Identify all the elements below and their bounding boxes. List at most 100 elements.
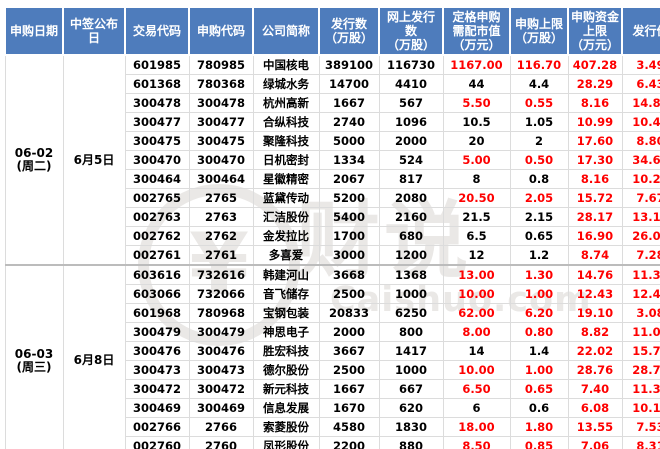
cell-subscribe-cap: 2.05 [509,188,569,208]
cell-fund-cap: 17.60 [567,131,623,151]
cell-online-issue-amount: 524 [378,150,444,170]
cell-announce-date: 6月8日 [62,264,126,449]
cell-trade-code: 300469 [124,398,190,418]
cell-subscribe-cap: 116.70 [509,54,569,75]
cell-subscribe-cap: 1.4 [509,341,569,361]
cell-issue-price: 28.76 [621,360,660,380]
cell-issue-amount: 5000 [318,131,380,151]
cell-issue-amount: 14700 [318,74,380,94]
cell-issue-price: 8.80 [621,131,660,151]
cell-subscribe-cap: 0.65 [509,379,569,399]
cell-announce-date: 6月5日 [62,54,126,266]
cell-fund-cap: 28.29 [567,74,623,94]
col-header-required-market-value: 定格申购 需配市值 （万元） [442,6,511,56]
col-header-issue-price: 发行价 [621,6,660,56]
cell-required-market-value: 18.00 [442,417,511,437]
cell-online-issue-amount: 1200 [378,245,444,266]
cell-issue-amount: 2067 [318,169,380,189]
cell-company-name: 杭州高新 [252,93,320,113]
cell-trade-code: 002760 [124,436,190,449]
cell-trade-code: 300479 [124,322,190,342]
table-row: 300470 300470 日机密封 1334 524 5.00 0.50 17.30 34.6… [5,150,660,170]
cell-issue-price: 6.43 [621,74,660,94]
cell-required-market-value: 10.00 [442,284,511,304]
cell-company-name: 德尔股份 [252,360,320,380]
cell-company-name: 蓝黛传动 [252,188,320,208]
cell-online-issue-amount: 667 [378,379,444,399]
cell-issue-amount: 1334 [318,150,380,170]
cell-online-issue-amount: 2080 [378,188,444,208]
cell-issue-price: 15.73 [621,341,660,361]
cell-issue-price: 34.60 [621,150,660,170]
cell-trade-code: 002762 [124,226,190,246]
cell-issue-amount: 1700 [318,226,380,246]
cell-subscribe-code: 780985 [188,54,254,75]
cell-issue-amount: 4580 [318,417,380,437]
cell-company-name: 凤形股份 [252,436,320,449]
cell-trade-code: 300473 [124,360,190,380]
cell-required-market-value: 6 [442,398,511,418]
cell-subscribe-code: 300473 [188,360,254,380]
cell-company-name: 宝钢包装 [252,303,320,323]
cell-company-name: 神思电子 [252,322,320,342]
cell-subscribe-code: 300464 [188,169,254,189]
col-header-subscribe-date: 申购日期 [4,6,64,56]
cell-trade-code: 300477 [124,112,190,132]
cell-subscribe-cap: 0.65 [509,226,569,246]
cell-subscribe-cap: 1.05 [509,112,569,132]
cell-fund-cap: 19.10 [567,303,623,323]
cell-subscribe-cap: 0.85 [509,436,569,449]
cell-online-issue-amount: 2000 [378,131,444,151]
table-row: 300473 300473 德尔股份 2500 1000 10.00 1.00 28.76 28… [5,360,660,380]
cell-online-issue-amount: 680 [378,226,444,246]
cell-trade-code: 603066 [124,284,190,304]
cell-online-issue-amount: 567 [378,93,444,113]
cell-fund-cap: 12.43 [567,284,623,304]
cell-required-market-value: 20 [442,131,511,151]
ipo-table: 申购日期 中签公布 日 交易代码 申购代码 公司简称 发行数 （万股） 网上发行… [4,6,660,449]
cell-company-name: 韩建河山 [252,264,320,285]
cell-subscribe-cap: 1.80 [509,417,569,437]
cell-subscribe-code: 2762 [188,226,254,246]
cell-fund-cap: 6.08 [567,398,623,418]
cell-trade-code: 300475 [124,131,190,151]
cell-required-market-value: 8 [442,169,511,189]
cell-subscribe-code: 780968 [188,303,254,323]
cell-company-name: 音飞储存 [252,284,320,304]
cell-issue-amount: 3000 [318,245,380,266]
cell-subscribe-code: 2763 [188,207,254,227]
cell-issue-price: 3.08 [621,303,660,323]
cell-required-market-value: 62.00 [442,303,511,323]
cell-trade-code: 601985 [124,54,190,75]
cell-fund-cap: 28.76 [567,360,623,380]
cell-subscribe-code: 300472 [188,379,254,399]
cell-subscribe-code: 2765 [188,188,254,208]
cell-required-market-value: 10.00 [442,360,511,380]
cell-subscribe-code: 300475 [188,131,254,151]
cell-issue-price: 7.28 [621,245,660,266]
cell-subscribe-cap: 0.6 [509,398,569,418]
cell-issue-amount: 2000 [318,322,380,342]
cell-subscribe-code: 2760 [188,436,254,449]
cell-online-issue-amount: 817 [378,169,444,189]
col-header-subscribe-cap: 申购上限 （万股） [509,6,569,56]
table-row: 06-02 (周二) 6月5日 601985 780985 中国核电 389100 1167… [4,54,660,266]
cell-required-market-value: 1167.00 [442,54,511,75]
cell-required-market-value: 20.50 [442,188,511,208]
cell-online-issue-amount: 620 [378,398,444,418]
cell-fund-cap: 28.17 [567,207,623,227]
cell-issue-price: 13.10 [621,207,660,227]
cell-fund-cap: 8.16 [567,93,623,113]
cell-issue-price: 10.14 [621,398,660,418]
cell-trade-code: 002766 [124,417,190,437]
cell-required-market-value: 5.50 [442,93,511,113]
table-row: 300477 300477 合纵科技 2740 1096 10.5 1.05 10.99 10.… [5,112,660,132]
cell-subscribe-code: 2766 [188,417,254,437]
cell-issue-price: 10.47 [621,112,660,132]
cell-required-market-value: 14 [442,341,511,361]
cell-company-name: 合纵科技 [252,112,320,132]
cell-issue-amount: 5200 [318,188,380,208]
cell-fund-cap: 14.76 [567,264,623,285]
